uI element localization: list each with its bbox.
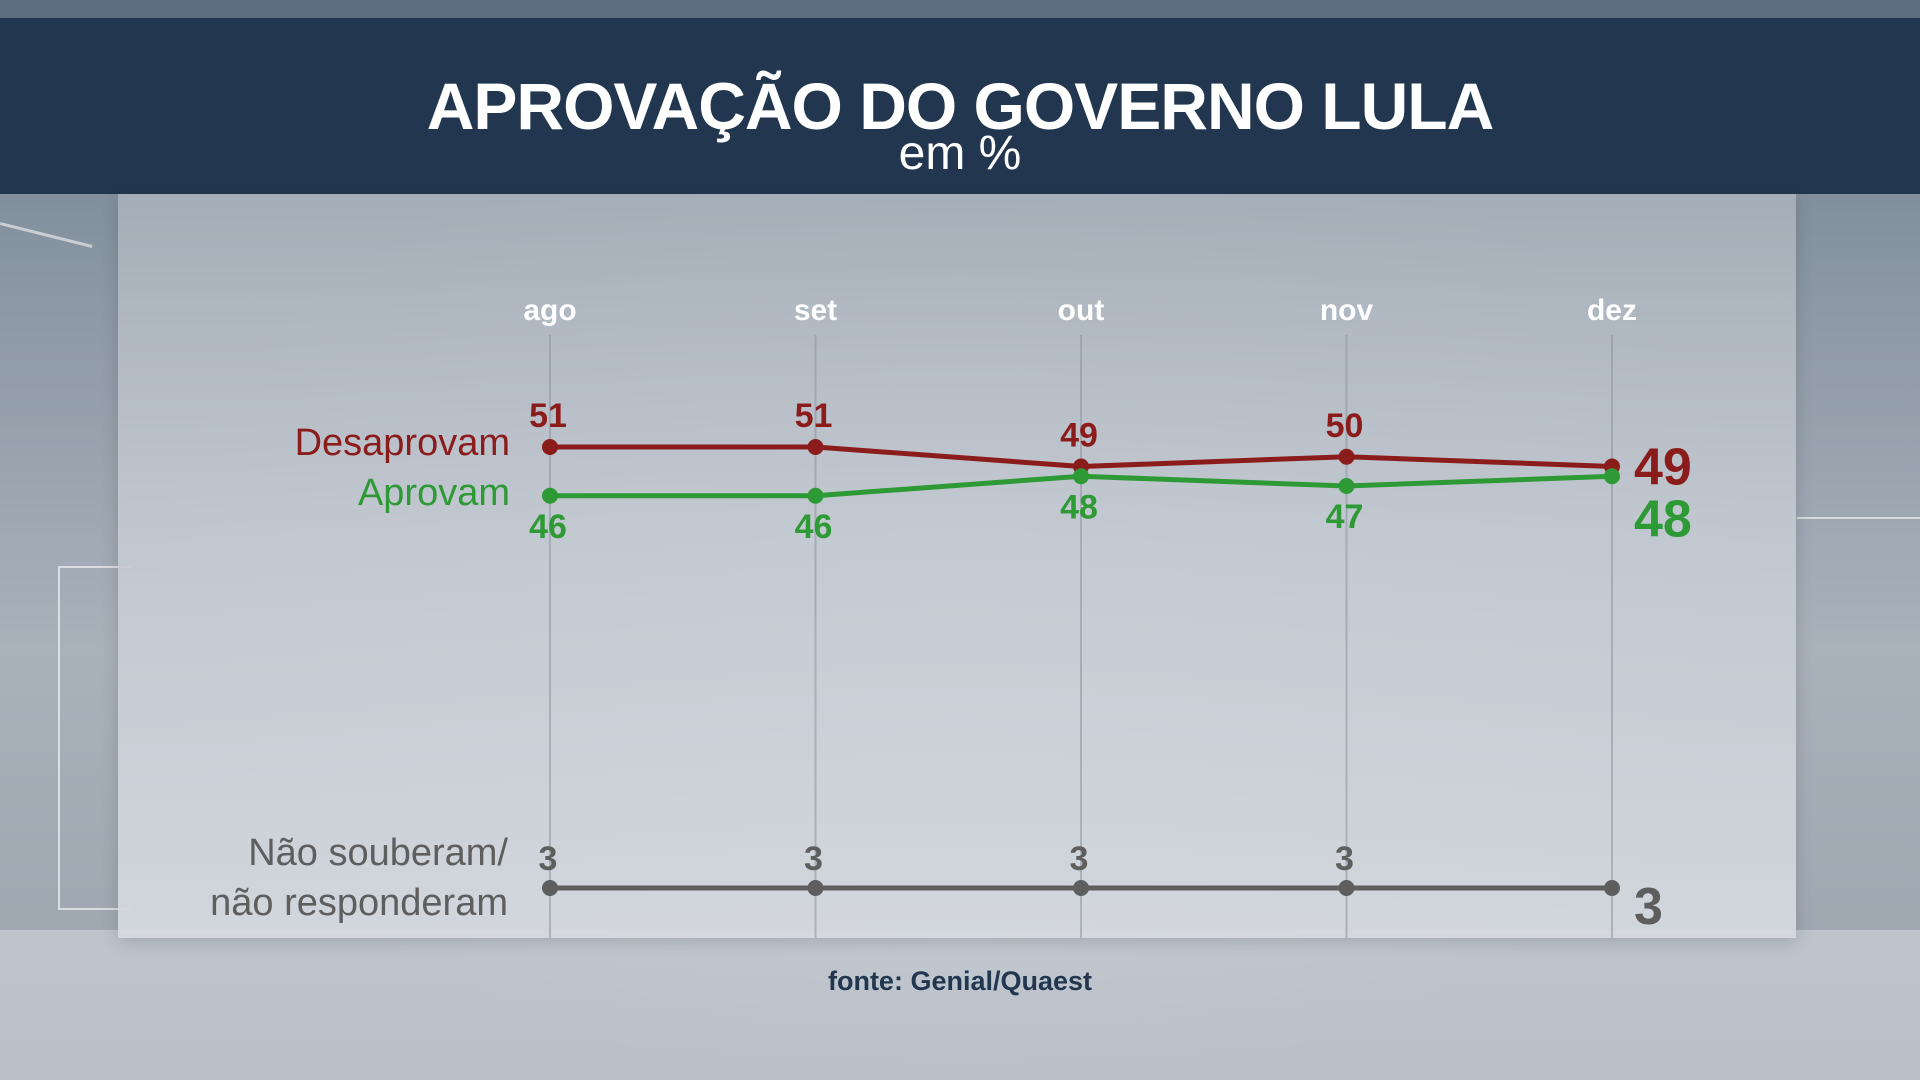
decorative-line [1797, 517, 1920, 519]
nao_souberam-point-out [1073, 880, 1089, 896]
source-note: fonte: Genial/Quaest [827, 966, 1093, 996]
nao_souberam-value-ago: 3 [539, 840, 558, 878]
series-label-nao_souberam-line2: não responderam [210, 882, 508, 924]
month-label-out: out [1058, 294, 1105, 327]
desaprovam-value-dez: 49 [1634, 439, 1692, 497]
nao_souberam-point-nov [1338, 880, 1355, 896]
nao_souberam-point-set [807, 880, 824, 896]
top-rule [0, 0, 1920, 18]
series-label-nao_souberam-line1: Não souberam/ [248, 832, 508, 874]
aprovam-point-nov [1338, 478, 1355, 494]
page-subtitle: em % [898, 127, 1022, 180]
chart-panel [118, 194, 1796, 938]
aprovam-value-out: 48 [1060, 488, 1098, 526]
nao_souberam-value-nov: 3 [1335, 840, 1354, 878]
nao_souberam-value-out: 3 [1070, 840, 1089, 878]
aprovam-value-dez: 48 [1634, 490, 1692, 548]
desaprovam-value-set: 51 [795, 397, 833, 435]
series-label-aprovam: Aprovam [358, 472, 510, 514]
nao_souberam-value-set: 3 [804, 840, 823, 878]
month-label-nov: nov [1320, 294, 1374, 327]
aprovam-point-set [807, 487, 824, 504]
header-bar: APROVAÇÃO DO GOVERNO LULA em % [0, 18, 1920, 194]
nao_souberam-value-dez: 3 [1634, 878, 1663, 936]
studio-floor [0, 930, 1920, 1080]
decorative-frame [58, 566, 130, 910]
desaprovam-value-ago: 51 [529, 397, 567, 435]
aprovam-point-ago [542, 487, 558, 504]
aprovam-value-set: 46 [795, 508, 833, 546]
nao_souberam-point-ago [542, 880, 558, 896]
desaprovam-value-out: 49 [1060, 417, 1098, 455]
desaprovam-point-ago [542, 439, 558, 455]
aprovam-point-out [1073, 468, 1089, 485]
month-label-ago: ago [523, 294, 576, 327]
aprovam-value-ago: 46 [529, 508, 567, 546]
series-label-desaprovam: Desaprovam [295, 422, 510, 464]
desaprovam-point-nov [1338, 448, 1355, 465]
nao_souberam-point-dez [1604, 880, 1620, 896]
aprovam-value-nov: 47 [1326, 498, 1364, 536]
month-label-dez: dez [1587, 294, 1637, 327]
page-title: APROVAÇÃO DO GOVERNO LULA [426, 69, 1494, 143]
month-label-set: set [794, 294, 837, 327]
desaprovam-value-nov: 50 [1326, 407, 1364, 445]
aprovam-point-dez [1604, 468, 1620, 485]
desaprovam-point-set [807, 439, 824, 455]
